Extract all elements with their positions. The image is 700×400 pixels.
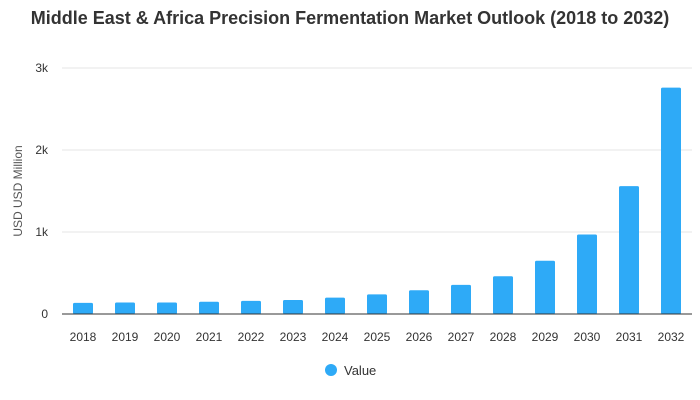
bar-2030[interactable] (577, 234, 597, 314)
bars (73, 87, 681, 315)
bar-2028[interactable] (493, 276, 513, 314)
chart-title: Middle East & Africa Precision Fermentat… (30, 8, 670, 28)
x-tick-label: 2026 (406, 330, 433, 344)
bar-2025[interactable] (367, 294, 387, 314)
bar-2018[interactable] (73, 302, 93, 314)
x-tick-label: 2019 (112, 330, 139, 344)
legend-label-value: Value (344, 363, 376, 378)
bar-2019[interactable] (115, 302, 135, 314)
x-tick-label: 2022 (238, 330, 265, 344)
y-axis-label: USD USD Million (11, 145, 25, 236)
x-tick-label: 2030 (574, 330, 601, 344)
bar-2023[interactable] (283, 300, 303, 314)
x-tick-label: 2028 (490, 330, 517, 344)
x-tick-label: 2027 (448, 330, 475, 344)
bar-2026[interactable] (409, 290, 429, 314)
y-tick-label: 2k (35, 143, 49, 157)
x-tick-label: 2024 (322, 330, 349, 344)
x-tick-label: 2031 (616, 330, 643, 344)
y-axis-ticks: 0 1k 2k 3k (35, 61, 49, 321)
bar-2020[interactable] (157, 302, 177, 314)
legend[interactable]: Value (325, 363, 376, 378)
bar-2032[interactable] (661, 87, 681, 315)
x-tick-label: 2032 (658, 330, 685, 344)
x-tick-label: 2025 (364, 330, 391, 344)
x-axis-ticks: 2018 2019 2020 2021 2022 2023 2024 2025 2026 2027… (70, 330, 685, 344)
bar-2021[interactable] (199, 301, 219, 314)
bar-2024[interactable] (325, 297, 345, 314)
y-tick-label: 1k (35, 225, 49, 239)
x-tick-label: 2023 (280, 330, 307, 344)
x-tick-label: 2029 (532, 330, 559, 344)
bar-2029[interactable] (535, 260, 555, 314)
x-tick-label: 2021 (196, 330, 223, 344)
bar-2027[interactable] (451, 284, 471, 314)
legend-swatch-value (325, 364, 337, 376)
bar-2022[interactable] (241, 300, 261, 314)
y-tick-label: 3k (35, 61, 49, 75)
x-tick-label: 2018 (70, 330, 97, 344)
bar-2031[interactable] (619, 186, 639, 314)
x-tick-label: 2020 (154, 330, 181, 344)
gridlines (62, 67, 692, 233)
y-tick-label: 0 (41, 307, 48, 321)
